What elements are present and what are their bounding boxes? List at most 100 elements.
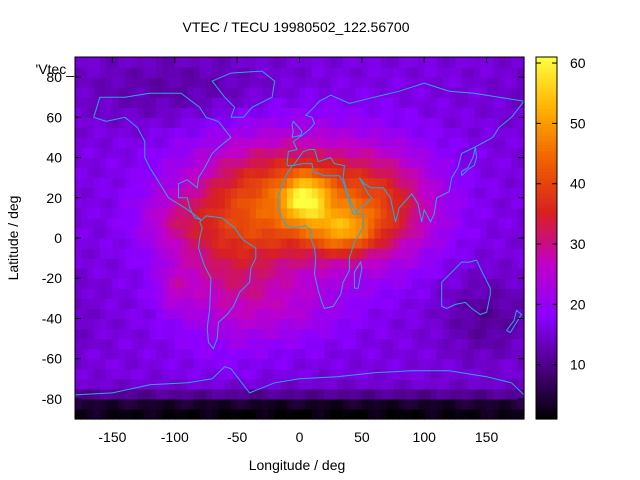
heatmap-cell [393, 248, 400, 259]
colorbar-segment [536, 382, 557, 387]
heatmap-cell [255, 368, 263, 380]
heatmap-cell [449, 358, 457, 370]
heatmap-cell [411, 67, 419, 78]
heatmap-cell [287, 107, 294, 118]
heatmap-cell [311, 167, 319, 179]
heatmap-cell [486, 127, 494, 139]
heatmap-cell [99, 117, 107, 128]
heatmap-cell [106, 67, 114, 78]
heatmap-cell [174, 197, 182, 209]
heatmap-cell [268, 67, 276, 78]
heatmap-cell [305, 338, 313, 350]
heatmap-cell [230, 268, 238, 279]
heatmap-cell [374, 177, 382, 189]
heatmap-cell [280, 77, 288, 88]
heatmap-cell [474, 258, 481, 269]
heatmap-cell [330, 348, 338, 360]
heatmap-cell [106, 388, 114, 400]
heatmap-cell [212, 167, 220, 179]
heatmap-cell [293, 207, 301, 219]
heatmap-cell [449, 378, 457, 390]
heatmap-cell [118, 408, 126, 420]
heatmap-cell [361, 258, 369, 269]
australia-coastline [441, 259, 491, 315]
colorbar-segment [536, 286, 557, 290]
heatmap-cell [380, 388, 388, 400]
heatmap-cell [106, 217, 114, 229]
heatmap-cell [87, 348, 95, 360]
heatmap-cell [224, 268, 232, 279]
heatmap-cell [87, 318, 95, 330]
heatmap-cell [162, 318, 170, 330]
heatmap-cell [274, 408, 282, 420]
heatmap-cell [517, 338, 525, 350]
heatmap-cell [480, 358, 488, 370]
heatmap-cell [124, 197, 132, 209]
heatmap-cell [124, 298, 132, 309]
colorbar-segment [536, 292, 557, 296]
heatmap-cell [149, 227, 157, 239]
heatmap-cell [218, 147, 226, 159]
y-tick-label: -20 [42, 270, 62, 286]
heatmap-cell [505, 338, 513, 350]
heatmap-cell [430, 288, 438, 299]
heatmap-cell [137, 318, 145, 330]
heatmap-cell [442, 258, 450, 269]
heatmap-cell [106, 97, 114, 108]
colorbar-segment [536, 241, 557, 245]
heatmap-cell [124, 137, 132, 149]
heatmap-cell [112, 338, 120, 350]
heatmap-cell [505, 197, 513, 209]
heatmap-cell [187, 117, 195, 128]
heatmap-cell [237, 217, 244, 229]
heatmap-cell [430, 217, 438, 229]
heatmap-cell [274, 398, 282, 410]
heatmap-cell [249, 97, 257, 108]
heatmap-cell [361, 177, 369, 189]
heatmap-cell [199, 67, 207, 78]
heatmap-cell [393, 217, 400, 229]
heatmap-cell [511, 67, 519, 78]
heatmap-cell [461, 318, 469, 330]
heatmap-cell [455, 227, 463, 239]
heatmap-cell [486, 147, 494, 159]
heatmap-cell [311, 217, 319, 229]
heatmap-cell [205, 378, 213, 390]
heatmap-cell [268, 137, 276, 149]
heatmap-cell [255, 308, 263, 320]
heatmap-cell [411, 268, 419, 279]
heatmap-cell [449, 318, 457, 330]
heatmap-cell [205, 117, 213, 128]
heatmap-cell [461, 378, 469, 390]
heatmap-cell [87, 197, 95, 209]
heatmap-cell [311, 278, 319, 289]
heatmap-cell [93, 157, 101, 169]
heatmap-cell [181, 97, 188, 108]
heatmap-cell [486, 268, 494, 279]
heatmap-cell [455, 77, 463, 88]
heatmap-cell [131, 67, 138, 78]
heatmap-cell [305, 207, 313, 219]
heatmap-cell [405, 258, 413, 269]
heatmap-cell [93, 238, 101, 249]
heatmap-cell [505, 238, 513, 249]
heatmap-cell [299, 368, 307, 380]
heatmap-cell [287, 238, 294, 249]
heatmap-cell [505, 207, 513, 219]
heatmap-cell [318, 137, 326, 149]
heatmap-cell [486, 358, 494, 370]
heatmap-cell [268, 288, 276, 299]
heatmap-cell [343, 408, 350, 420]
heatmap-cell [492, 378, 500, 390]
heatmap-cell [143, 358, 151, 370]
heatmap-cell [380, 187, 388, 199]
heatmap-cell [212, 248, 220, 259]
heatmap-cell [455, 248, 463, 259]
heatmap-cell [330, 57, 338, 68]
heatmap-cell [486, 217, 494, 229]
heatmap-cell [149, 338, 157, 350]
heatmap-cell [393, 348, 400, 360]
heatmap-cell [324, 388, 332, 400]
heatmap-cell [187, 358, 195, 370]
heatmap-cell [249, 248, 257, 259]
